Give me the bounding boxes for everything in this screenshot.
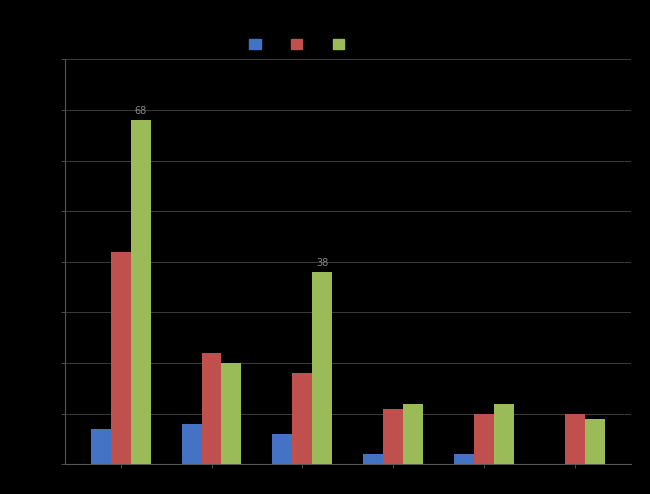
Bar xyxy=(202,353,222,464)
Bar xyxy=(111,252,131,464)
Bar xyxy=(272,434,292,464)
Bar xyxy=(313,272,332,464)
Bar xyxy=(292,373,313,464)
Bar xyxy=(131,120,151,464)
Bar xyxy=(474,414,494,464)
Bar xyxy=(181,424,202,464)
Bar xyxy=(454,454,474,464)
Bar xyxy=(403,404,423,464)
Bar xyxy=(585,419,604,464)
Bar xyxy=(565,414,585,464)
Legend:   ,   ,   : , , xyxy=(244,33,361,56)
Bar xyxy=(363,454,383,464)
Bar xyxy=(383,409,403,464)
Bar xyxy=(91,429,111,464)
Text: 38: 38 xyxy=(316,258,328,268)
Text: 68: 68 xyxy=(135,106,147,116)
Bar xyxy=(494,404,514,464)
Bar xyxy=(222,363,242,464)
